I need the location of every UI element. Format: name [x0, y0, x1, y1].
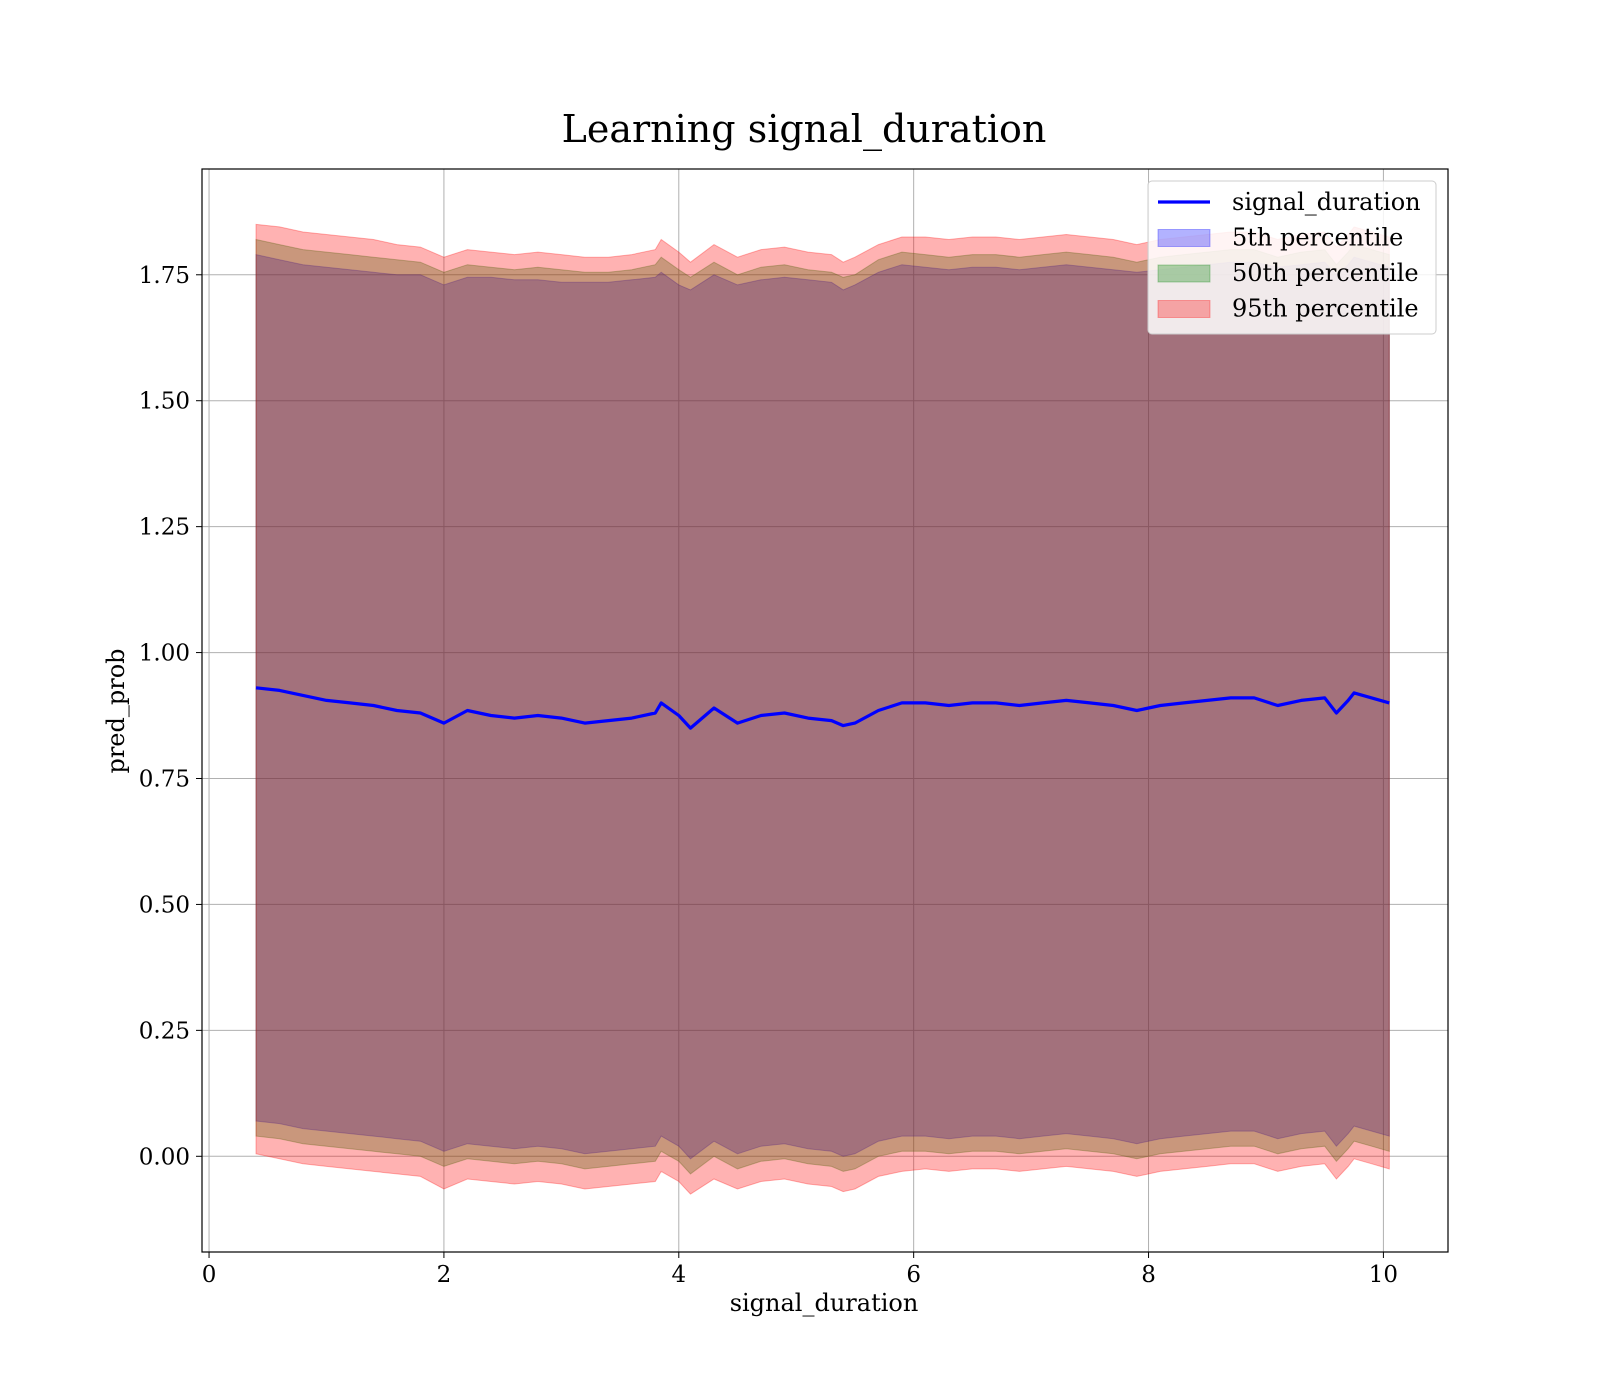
band-95th-percentile [255, 223, 1390, 1195]
y-tick-label: 1.25 [139, 515, 190, 541]
x-axis-ticks: 0 2 4 6 8 10 [202, 1252, 1398, 1288]
y-tick-label: 0.50 [139, 892, 190, 918]
y-tick-label: 0.00 [139, 1144, 190, 1170]
y-tick-label: 1.75 [139, 263, 190, 289]
band-5th-percentile [255, 253, 1390, 1160]
chart-title: Learning signal_duration [562, 107, 1047, 152]
legend-band-swatch [1157, 264, 1211, 283]
percentile-bands [255, 223, 1390, 1195]
legend-entry-label: 5th percentile [1232, 224, 1403, 252]
x-tick-label: 0 [202, 1262, 217, 1288]
chart-legend: signal_duration 5th percentile 50th percen… [1147, 180, 1437, 335]
x-tick-label: 2 [437, 1262, 452, 1288]
x-axis-label: signal_duration [730, 1289, 919, 1317]
x-tick-label: 10 [1369, 1262, 1398, 1288]
y-tick-label: 1.50 [139, 389, 190, 415]
band-50th-percentile [255, 238, 1390, 1175]
plot-area-frame [201, 168, 1449, 1253]
y-axis-label: pred_prob [102, 648, 130, 773]
x-tick-label: 8 [1141, 1262, 1156, 1288]
y-tick-label: 0.75 [139, 767, 190, 793]
data-lines [255, 686, 1390, 730]
legend-band-swatch [1157, 229, 1211, 247]
x-tick-label: 6 [906, 1262, 921, 1288]
y-tick-label: 0.25 [139, 1018, 190, 1044]
legend-band-swatch [1157, 300, 1211, 318]
legend-entry-label: signal_duration [1232, 188, 1421, 216]
legend-box [1147, 180, 1437, 335]
line-signal-duration [255, 686, 1390, 730]
legend-entry-label: 95th percentile [1232, 295, 1419, 323]
y-tick-label: 1.00 [139, 641, 190, 667]
x-tick-label: 4 [671, 1262, 686, 1288]
y-axis-ticks: 0.00 0.25 0.50 0.75 1.00 1.25 1.50 1.75 [139, 263, 202, 1170]
legend-entry-label: 50th percentile [1232, 259, 1419, 287]
